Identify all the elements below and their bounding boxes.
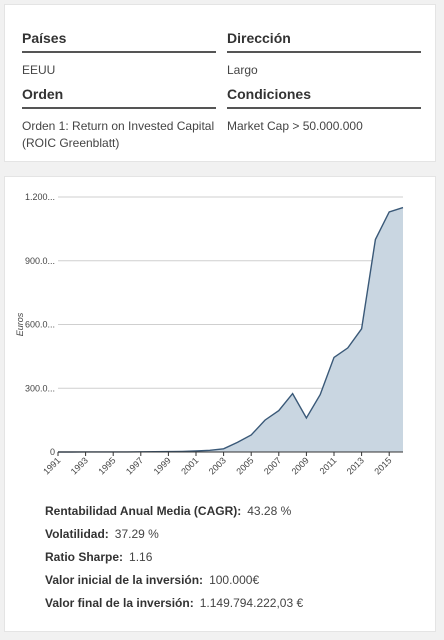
condiciones-value: Market Cap > 50.000.000	[227, 119, 363, 133]
stats-list: Rentabilidad Anual Media (CAGR): 43.28 % …	[45, 503, 303, 618]
paises-value: EEUU	[22, 63, 56, 77]
series-area	[58, 207, 403, 452]
stat-initial-value-value: 100.000€	[209, 573, 260, 587]
stat-sharpe-value: 1.16	[129, 550, 153, 564]
stat-cagr-value: 43.28 %	[247, 504, 292, 518]
x-tick-label: 2001	[179, 455, 200, 476]
paises-section: Países EEUU	[22, 29, 216, 79]
stat-sharpe-label: Ratio Sharpe:	[45, 550, 124, 564]
x-tick-label: 1995	[96, 455, 117, 476]
stat-initial-value: Valor inicial de la inversión: 100.000€	[45, 572, 303, 588]
stat-cagr: Rentabilidad Anual Media (CAGR): 43.28 %	[45, 503, 303, 519]
x-tick-label: 2003	[207, 455, 228, 476]
x-tick-label: 2011	[318, 455, 339, 476]
x-tick-label: 2005	[234, 455, 255, 476]
y-tick-label: 1.200...	[25, 192, 55, 202]
direccion-heading: Dirección	[227, 29, 421, 53]
stat-volatility: Volatilidad: 37.29 %	[45, 526, 303, 542]
y-tick-label: 300.0...	[25, 383, 55, 393]
performance-card: 0 300.0... 600.0... 900.0... 1.200... Euros 19…	[4, 176, 436, 632]
paises-heading: Países	[22, 29, 216, 53]
x-tick-label: 2009	[290, 455, 311, 476]
y-tick-label: 0	[50, 447, 55, 457]
x-tick-label: 2015	[372, 455, 393, 476]
x-tick-label: 2013	[345, 455, 366, 476]
strategy-info-card: Países EEUU Dirección Largo Orden Orden …	[4, 4, 436, 162]
stat-sharpe: Ratio Sharpe: 1.16	[45, 549, 303, 565]
direccion-value: Largo	[227, 63, 258, 77]
x-tick-label: 1997	[124, 455, 145, 476]
stat-final-value-label: Valor final de la inversión:	[45, 596, 194, 610]
orden-section: Orden Orden 1: Return on Invested Capita…	[22, 85, 216, 152]
stat-final-value: Valor final de la inversión: 1.149.794.22…	[45, 595, 303, 611]
condiciones-heading: Condiciones	[227, 85, 421, 109]
condiciones-section: Condiciones Market Cap > 50.000.000	[227, 85, 421, 135]
x-tick-label: 2007	[262, 455, 283, 476]
stat-initial-value-label: Valor inicial de la inversión:	[45, 573, 204, 587]
stat-volatility-label: Volatilidad:	[45, 527, 109, 541]
x-tick-label: 1999	[152, 455, 173, 476]
stat-volatility-value: 37.29 %	[114, 527, 159, 541]
direccion-section: Dirección Largo	[227, 29, 421, 79]
x-tick-label: 1991	[41, 455, 62, 476]
y-tick-label: 900.0...	[25, 256, 55, 266]
stat-final-value-value: 1.149.794.222,03 €	[199, 596, 304, 610]
x-tick-label: 1993	[69, 455, 90, 476]
stat-cagr-label: Rentabilidad Anual Media (CAGR):	[45, 504, 242, 518]
performance-chart: 0 300.0... 600.0... 900.0... 1.200... Euros 19…	[15, 192, 404, 477]
y-tick-label: 600.0...	[25, 320, 55, 330]
orden-value: Orden 1: Return on Invested Capital (ROI…	[22, 119, 215, 150]
y-axis-label: Euros	[15, 312, 25, 336]
orden-heading: Orden	[22, 85, 216, 109]
